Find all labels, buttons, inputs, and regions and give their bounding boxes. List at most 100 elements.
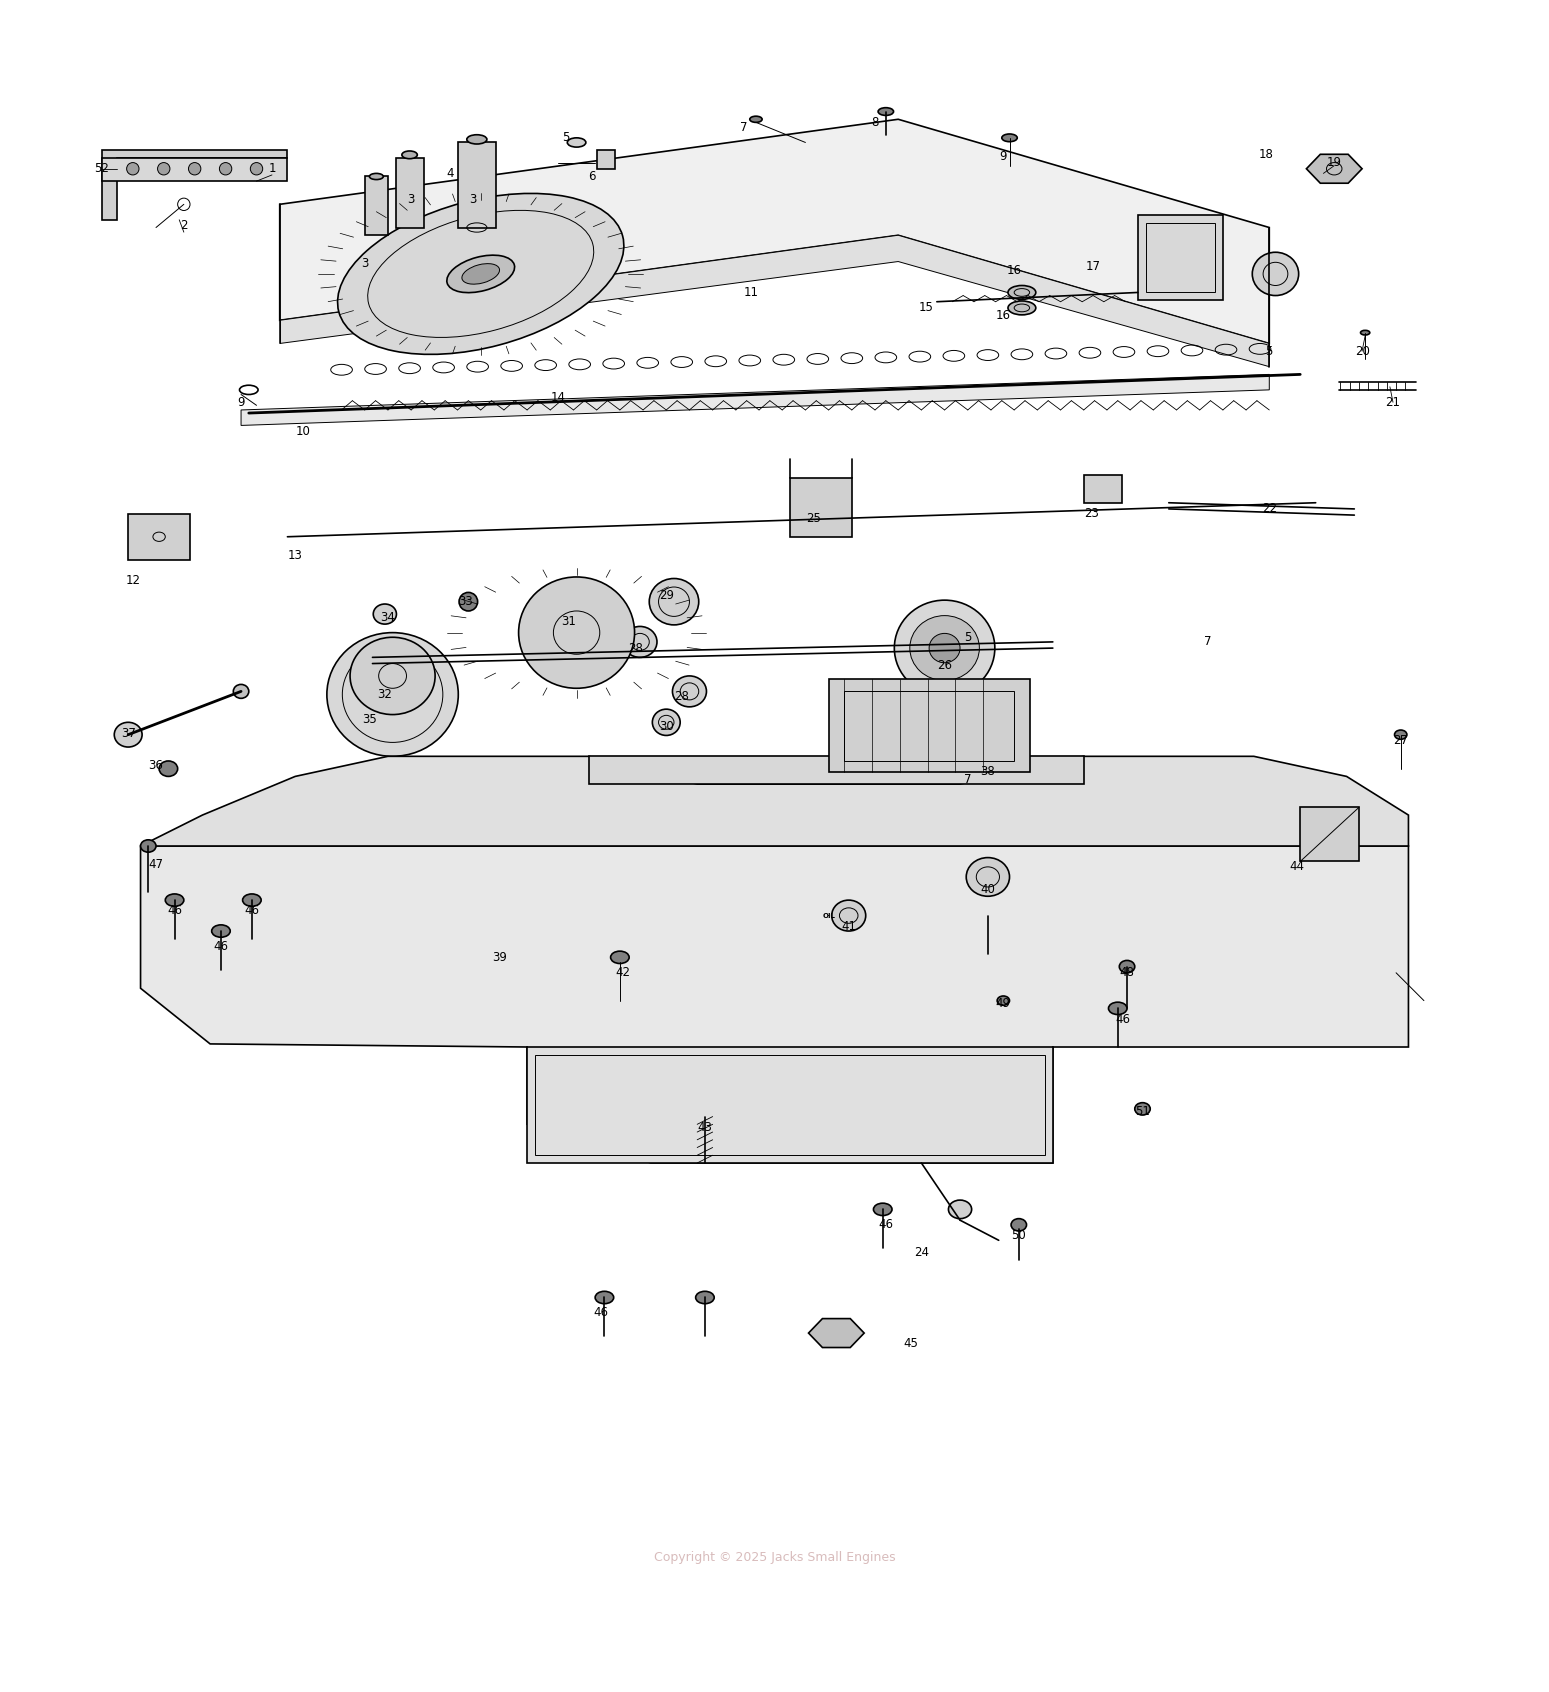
Polygon shape bbox=[242, 374, 1269, 425]
Bar bbox=[129, 514, 191, 560]
Bar bbox=[364, 176, 387, 235]
Bar bbox=[790, 479, 852, 536]
Text: 9: 9 bbox=[999, 151, 1007, 162]
Text: 11: 11 bbox=[744, 286, 759, 299]
Ellipse shape bbox=[696, 1291, 714, 1303]
Text: 7: 7 bbox=[1204, 636, 1211, 648]
Text: 14: 14 bbox=[550, 391, 565, 404]
Text: Copyright © 2025 Jacks Small Engines: Copyright © 2025 Jacks Small Engines bbox=[654, 1552, 895, 1563]
Text: 21: 21 bbox=[1385, 396, 1400, 409]
Ellipse shape bbox=[750, 117, 762, 122]
Text: 8: 8 bbox=[872, 115, 878, 129]
Text: 49: 49 bbox=[996, 997, 1011, 1010]
Ellipse shape bbox=[968, 766, 977, 777]
Ellipse shape bbox=[948, 1200, 971, 1218]
Ellipse shape bbox=[623, 626, 657, 658]
Ellipse shape bbox=[376, 680, 407, 709]
Ellipse shape bbox=[519, 577, 635, 689]
Circle shape bbox=[127, 162, 139, 174]
Bar bbox=[1084, 475, 1123, 503]
Ellipse shape bbox=[1008, 301, 1036, 315]
Text: 29: 29 bbox=[658, 589, 674, 602]
Ellipse shape bbox=[1394, 729, 1406, 739]
Ellipse shape bbox=[610, 951, 629, 963]
Text: 12: 12 bbox=[125, 574, 141, 587]
Text: 23: 23 bbox=[1084, 508, 1098, 519]
Text: 18: 18 bbox=[1259, 149, 1273, 161]
Bar bbox=[1300, 807, 1358, 861]
Text: 10: 10 bbox=[296, 425, 310, 438]
Text: 39: 39 bbox=[493, 951, 507, 964]
Text: 31: 31 bbox=[561, 616, 576, 628]
Text: 1: 1 bbox=[268, 162, 276, 176]
Text: 38: 38 bbox=[981, 765, 996, 778]
Text: 46: 46 bbox=[214, 941, 228, 953]
Bar bbox=[457, 142, 496, 227]
Ellipse shape bbox=[462, 264, 499, 284]
Text: 46: 46 bbox=[167, 905, 183, 917]
Text: 37: 37 bbox=[121, 726, 136, 739]
Text: 3: 3 bbox=[469, 193, 477, 206]
Ellipse shape bbox=[166, 893, 184, 907]
Text: 28: 28 bbox=[627, 641, 643, 655]
Text: 19: 19 bbox=[1327, 156, 1341, 169]
Text: 45: 45 bbox=[903, 1337, 919, 1350]
Text: 41: 41 bbox=[841, 920, 857, 932]
Text: 24: 24 bbox=[914, 1245, 929, 1259]
Bar bbox=[1146, 223, 1214, 293]
Text: 16: 16 bbox=[996, 310, 1011, 321]
Bar bbox=[527, 1047, 1053, 1162]
Text: 34: 34 bbox=[381, 611, 395, 624]
Ellipse shape bbox=[1008, 286, 1036, 299]
Polygon shape bbox=[102, 151, 288, 220]
Text: 7: 7 bbox=[963, 773, 971, 787]
Ellipse shape bbox=[1360, 330, 1369, 335]
Text: 42: 42 bbox=[615, 966, 630, 980]
Bar bbox=[534, 1054, 1046, 1156]
Ellipse shape bbox=[929, 633, 960, 663]
Text: 17: 17 bbox=[1086, 259, 1100, 272]
Ellipse shape bbox=[369, 173, 383, 179]
Text: 9: 9 bbox=[237, 396, 245, 409]
Ellipse shape bbox=[401, 151, 417, 159]
Text: 35: 35 bbox=[362, 712, 376, 726]
Ellipse shape bbox=[212, 926, 231, 937]
Ellipse shape bbox=[1002, 134, 1018, 142]
Bar bbox=[102, 157, 288, 181]
Polygon shape bbox=[589, 756, 1084, 783]
Text: 5: 5 bbox=[562, 132, 570, 144]
Bar bbox=[1139, 215, 1222, 299]
Polygon shape bbox=[280, 235, 1269, 367]
Text: 30: 30 bbox=[658, 721, 674, 733]
Text: 4: 4 bbox=[446, 168, 454, 179]
Text: 44: 44 bbox=[1290, 860, 1304, 873]
Ellipse shape bbox=[1135, 1103, 1151, 1115]
Bar bbox=[395, 157, 423, 227]
Ellipse shape bbox=[567, 137, 586, 147]
Text: 6: 6 bbox=[589, 169, 596, 183]
Text: 36: 36 bbox=[149, 760, 164, 772]
Ellipse shape bbox=[652, 709, 680, 736]
Text: 28: 28 bbox=[674, 690, 689, 702]
Ellipse shape bbox=[894, 601, 994, 695]
Text: 5: 5 bbox=[963, 631, 971, 643]
Ellipse shape bbox=[1120, 961, 1135, 973]
Text: 32: 32 bbox=[378, 689, 392, 700]
Text: OIL: OIL bbox=[823, 912, 835, 919]
Text: 33: 33 bbox=[459, 596, 472, 607]
Text: 3: 3 bbox=[361, 257, 369, 269]
Text: 20: 20 bbox=[1355, 345, 1369, 357]
Text: 46: 46 bbox=[1115, 1014, 1129, 1025]
Ellipse shape bbox=[909, 616, 979, 680]
Ellipse shape bbox=[1252, 252, 1298, 296]
Circle shape bbox=[189, 162, 201, 174]
Text: 43: 43 bbox=[697, 1120, 713, 1134]
Ellipse shape bbox=[672, 675, 706, 707]
Text: 51: 51 bbox=[1135, 1105, 1149, 1118]
Ellipse shape bbox=[115, 722, 143, 748]
Ellipse shape bbox=[327, 633, 459, 756]
Ellipse shape bbox=[998, 997, 1010, 1005]
Text: 48: 48 bbox=[1120, 966, 1134, 980]
Polygon shape bbox=[141, 756, 1408, 846]
Ellipse shape bbox=[350, 638, 435, 714]
